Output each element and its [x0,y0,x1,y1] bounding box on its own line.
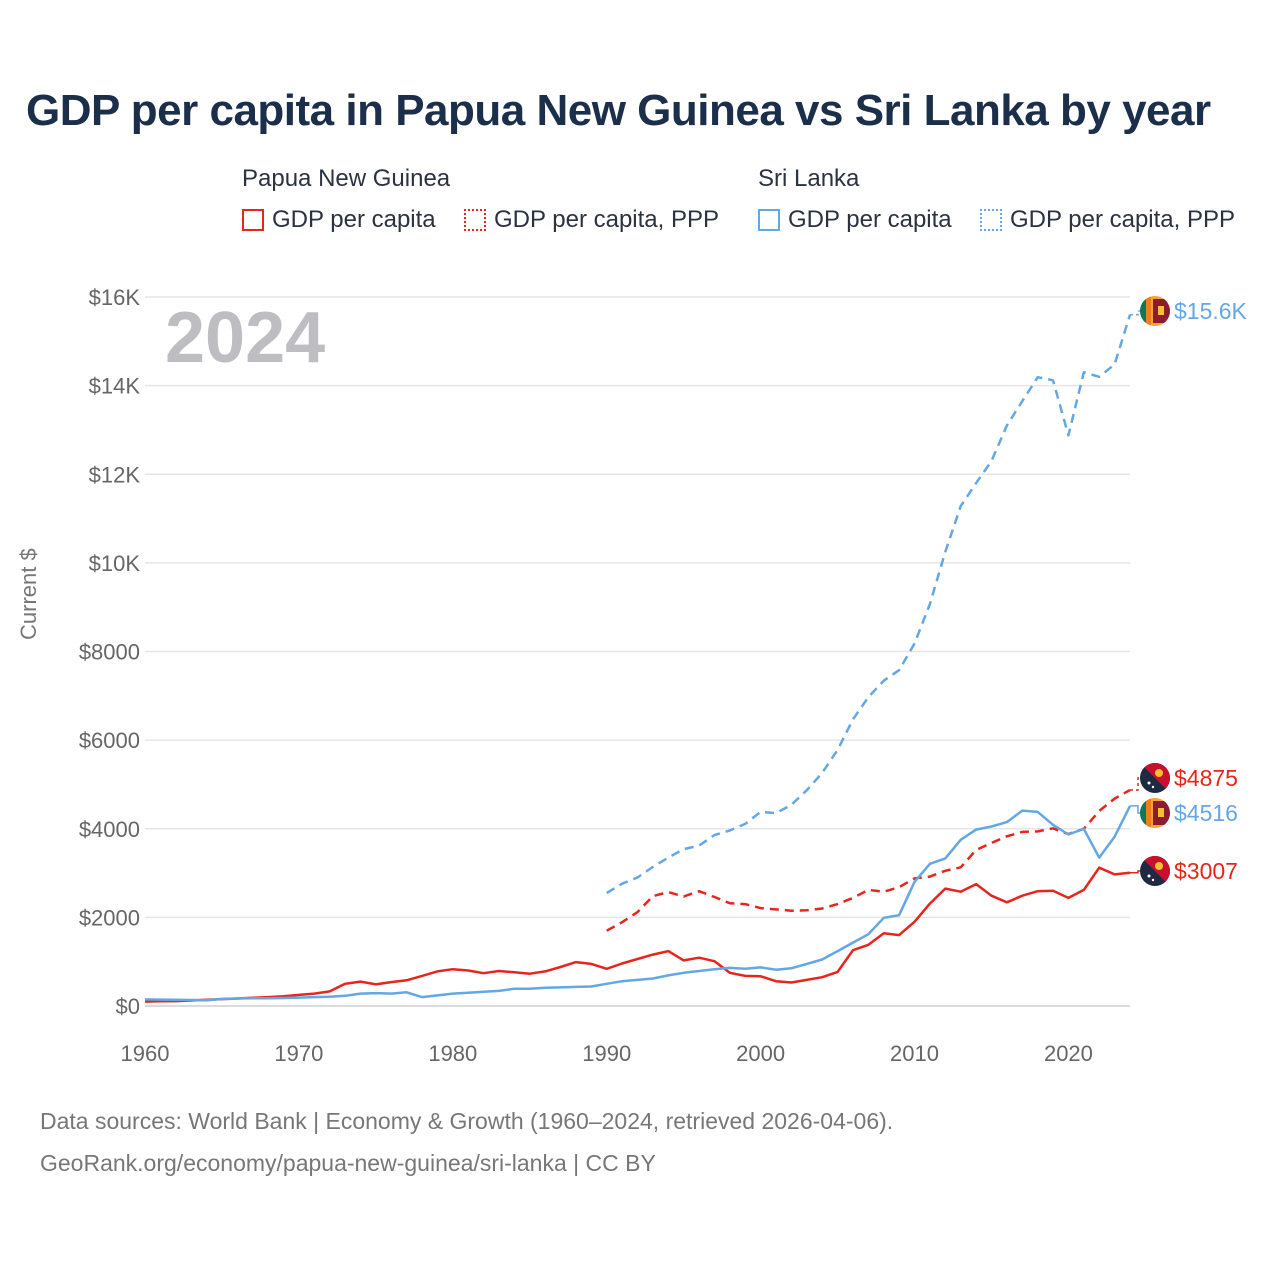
legend-item-lka-gdp[interactable]: GDP per capita [758,206,952,234]
flag-orange [1146,798,1151,828]
flag-star [1151,785,1155,789]
flag-lion [1158,306,1164,315]
x-tick-label: 2010 [890,1041,939,1066]
legend-item-png-ppp[interactable]: GDP per capita, PPP [464,206,719,234]
legend-swatch-solid [242,209,264,231]
y-tick-label: $2000 [79,905,140,930]
leader-line [1130,777,1145,791]
flag-bird [1155,769,1163,777]
legend-label: GDP per capita [272,206,436,233]
series-lines [144,314,1132,1003]
sri-lanka-flag-icon [1140,798,1170,828]
png-flag-icon [1140,763,1170,793]
flag-green [1140,798,1146,828]
series-line-3 [606,314,1132,895]
flag-orange [1146,296,1151,326]
legend-item-lka-ppp[interactable]: GDP per capita, PPP [980,206,1235,234]
x-tick-label: 2000 [736,1041,785,1066]
x-tick-label: 1980 [428,1041,477,1066]
end-label: $15.6K [1174,298,1248,324]
y-tick-label: $12K [89,462,141,487]
series-line-0 [144,866,1131,1003]
series-line-2 [144,805,1132,1002]
x-tick-label: 1960 [121,1041,170,1066]
source-line-2[interactable]: GeoRank.org/economy/papua-new-guinea/sri… [40,1150,656,1176]
legend-swatch-dotted [464,209,486,231]
end-label: $4516 [1174,800,1238,826]
legend-country-png: Papua New Guinea [242,165,451,192]
x-tick-label: 1970 [274,1041,323,1066]
end-label: $3007 [1174,858,1238,884]
year-watermark: 2024 [165,298,325,378]
legend-swatch-solid [758,209,780,231]
y-tick-label: $0 [116,994,140,1019]
x-axis-ticks: 1960 1970 1980 1990 2000 2010 2020 [121,1041,1093,1066]
flag-red-half [1140,856,1170,886]
flag-star [1151,878,1155,882]
flag-green [1140,296,1146,326]
legend-swatch-dotted [980,209,1002,231]
x-tick-label: 2020 [1044,1041,1093,1066]
legend-label: GDP per capita, PPP [1010,206,1235,233]
y-axis-ticks: $0 $2000 $4000 $6000 $8000 $10K $12K $14K $16K [79,285,141,1019]
legend-country-lka: Sri Lanka [758,165,860,192]
end-label: $4875 [1174,765,1238,791]
flag-bird [1155,862,1163,870]
y-tick-label: $6000 [79,728,140,753]
chart-title: GDP per capita in Papua New Guinea vs Sr… [26,86,1211,135]
y-tick-label: $4000 [79,817,140,842]
x-tick-label: 1990 [582,1041,631,1066]
source-line-1: Data sources: World Bank | Economy & Gro… [40,1108,894,1134]
sri-lanka-flag-icon [1140,296,1170,326]
grid [145,296,1130,1007]
flag-star [1147,874,1151,878]
png-flag-icon [1140,856,1170,886]
y-tick-label: $16K [89,285,141,310]
end-labels: $3007 $4875 $4516 $15.6K [1130,296,1248,886]
flag-red-half [1140,763,1170,793]
y-tick-label: $8000 [79,640,140,665]
legend-label: GDP per capita, PPP [494,206,719,233]
flag-star [1147,781,1151,785]
y-tick-label: $14K [89,374,141,399]
legend-item-png-gdp[interactable]: GDP per capita [242,206,436,234]
legend-label: GDP per capita [788,206,952,233]
y-tick-label: $10K [89,551,141,576]
series-line-1 [606,788,1131,932]
flag-lion [1158,808,1164,817]
